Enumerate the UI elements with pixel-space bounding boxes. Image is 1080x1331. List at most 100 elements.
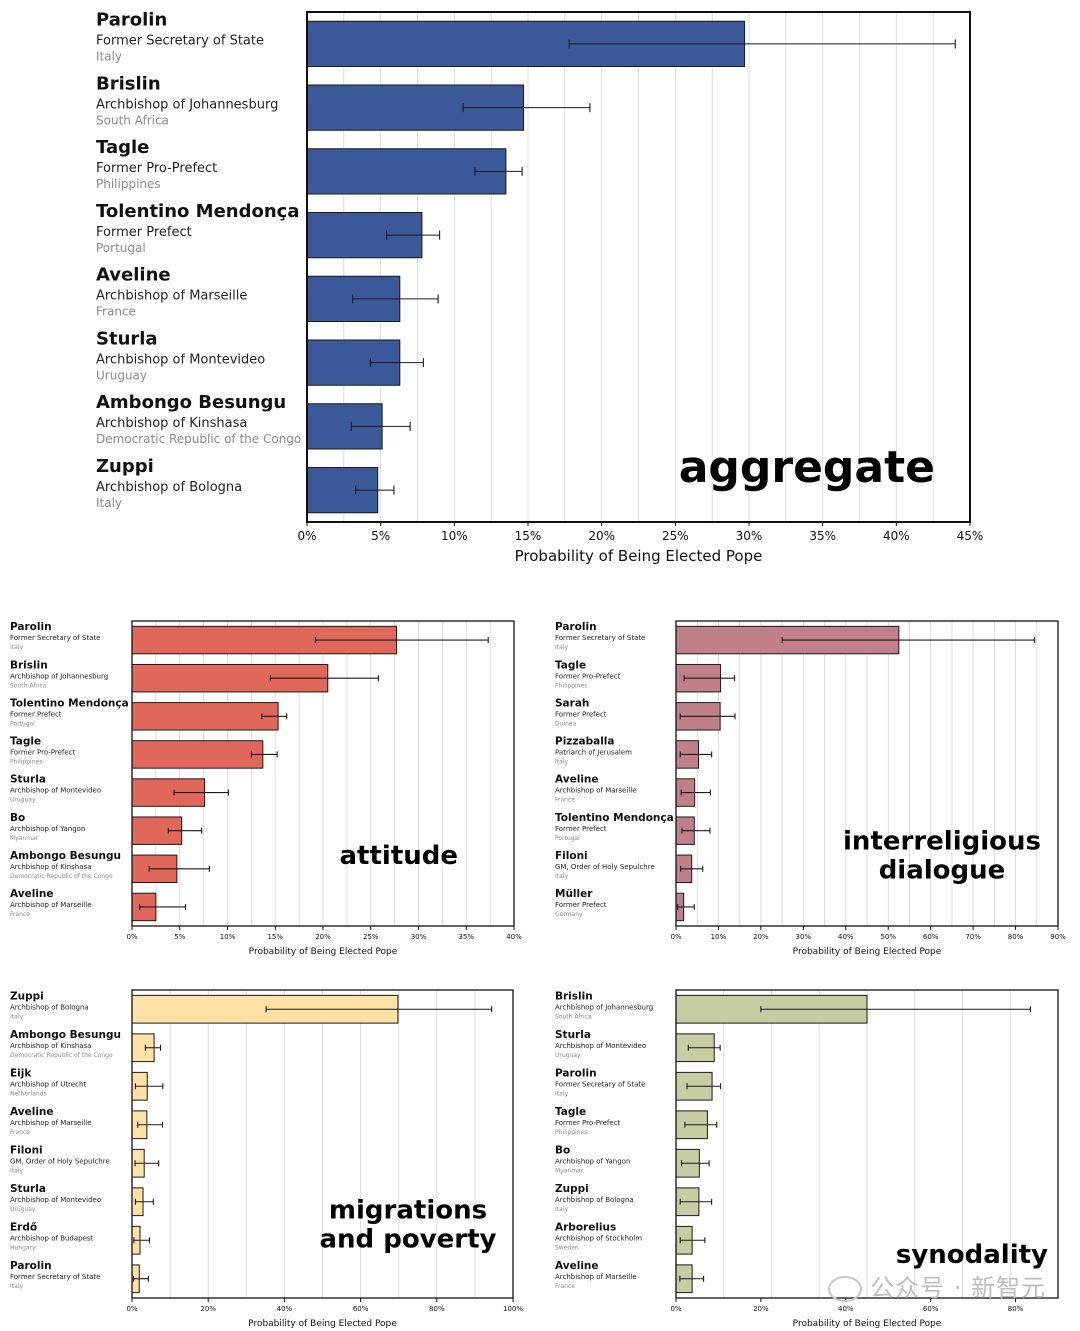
x-axis-label: Probability of Being Elected Pope — [248, 1319, 397, 1329]
candidate-country: Philippines — [555, 1129, 587, 1136]
x-tick-label: 60% — [923, 933, 939, 941]
x-tick-label: 25% — [363, 933, 379, 941]
candidate-name: Ambongo Besungu — [10, 850, 121, 862]
plot-frame — [306, 11, 971, 523]
candidate-name: Zuppi — [96, 456, 154, 477]
candidate-country: Hungary — [10, 1244, 36, 1251]
x-tick-label: 90% — [1050, 933, 1066, 941]
candidate-title: Archbishop of Montevideo — [10, 787, 101, 795]
bar — [306, 148, 507, 195]
plot-frame — [131, 989, 514, 1299]
candidate-title: Former Prefect — [555, 710, 607, 718]
candidate-name: Aveline — [555, 774, 599, 786]
x-tick-label: 40% — [506, 933, 522, 941]
candidate-name: Ambongo Besungu — [10, 1029, 121, 1041]
bar — [131, 740, 264, 769]
candidate-country: Italy — [96, 496, 122, 510]
candidate-title: Archbishop of Johannesburg — [555, 1003, 653, 1011]
candidate-name: Filoni — [555, 850, 588, 862]
candidate-name: Tagle — [555, 659, 586, 671]
candidate-country: Philippines — [555, 682, 587, 689]
candidate-country: Italy — [555, 1090, 568, 1097]
candidate-title: Former Pro-Prefect — [96, 161, 217, 176]
candidate-title: Former Pro-Prefect — [555, 672, 621, 680]
candidate-name: Parolin — [555, 1067, 597, 1079]
candidate-country: Philippines — [10, 759, 42, 766]
x-axis-label: Probability of Being Elected Pope — [515, 547, 763, 565]
bar — [131, 702, 279, 731]
candidate-country: Uruguay — [555, 1052, 581, 1059]
candidate-title: Former Prefect — [10, 710, 62, 718]
candidate-country: Italy — [10, 1013, 23, 1020]
candidate-title: Archbishop of Marseille — [10, 1119, 92, 1127]
candidate-title: GM, Order of Holy Sepulchre — [10, 1157, 110, 1165]
candidate-title: Former Secretary of State — [96, 34, 264, 49]
candidate-name: Tolentino Mendonça — [96, 201, 299, 222]
x-tick-label: 20% — [588, 529, 615, 543]
plot-frame — [675, 620, 1059, 927]
synodality-chart: Brislin Archbishop of Johannesburg South A… — [545, 980, 1080, 1331]
wechat-icon — [828, 1276, 863, 1302]
candidate-title: Archbishop of Montevideo — [96, 352, 265, 367]
candidate-name: Zuppi — [555, 1183, 589, 1195]
candidate-country: Italy — [10, 1167, 23, 1174]
x-tick-label: 10% — [441, 529, 468, 543]
candidate-country: Italy — [555, 1206, 568, 1213]
candidate-title: Archbishop of Marseille — [10, 901, 92, 909]
x-tick-label: 35% — [809, 529, 836, 543]
candidate-country: South Africa — [10, 682, 47, 689]
x-tick-label: 60% — [923, 1305, 939, 1313]
candidate-name: Bo — [555, 1144, 570, 1156]
panel-label: and poverty — [320, 1225, 497, 1255]
candidate-title: Former Pro-Prefect — [10, 749, 76, 757]
candidate-title: Archbishop of Marseille — [96, 289, 247, 304]
candidate-country: Portugal — [96, 241, 146, 255]
candidate-name: Erdő — [10, 1221, 37, 1233]
candidate-name: Sturla — [10, 1183, 46, 1195]
candidate-country: Uruguay — [10, 797, 36, 804]
x-tick-label: 15% — [267, 933, 283, 941]
candidate-name: Brislin — [96, 73, 161, 94]
x-tick-label: 35% — [458, 933, 474, 941]
candidate-name: Tagle — [555, 1106, 586, 1118]
panel-label: migrations — [329, 1196, 487, 1226]
panel-label: attitude — [340, 841, 459, 871]
candidate-country: France — [10, 911, 30, 918]
candidate-title: Archbishop of Kinshasa — [10, 863, 91, 871]
candidate-name: Sturla — [10, 774, 46, 786]
candidate-name: Tagle — [10, 736, 41, 748]
candidate-country: Democratic Republic of the Congo — [96, 432, 301, 446]
candidate-name: Filoni — [10, 1144, 43, 1156]
x-tick-label: 30% — [796, 933, 812, 941]
candidate-name: Parolin — [10, 1260, 52, 1272]
panel-label: dialogue — [879, 856, 1006, 886]
x-tick-label: 30% — [411, 933, 427, 941]
candidate-country: Italy — [10, 1283, 23, 1290]
candidate-country: France — [555, 797, 575, 804]
candidate-name: Parolin — [555, 621, 597, 633]
x-tick-label: 80% — [1008, 933, 1024, 941]
x-tick-label: 70% — [965, 933, 981, 941]
x-tick-label: 40% — [277, 1305, 293, 1313]
candidate-title: Archbishop of Montevideo — [10, 1196, 101, 1204]
candidate-title: Archbishop of Kinshasa — [96, 416, 247, 431]
candidate-name: Bo — [10, 812, 25, 824]
candidate-country: Italy — [555, 759, 568, 766]
x-tick-label: 30% — [736, 529, 763, 543]
x-tick-label: 20% — [200, 1305, 216, 1313]
x-tick-label: 100% — [503, 1305, 523, 1313]
x-tick-label: 80% — [429, 1305, 445, 1313]
candidate-country: France — [96, 305, 136, 319]
candidate-country: Italy — [96, 50, 122, 64]
x-tick-label: 20% — [753, 1305, 769, 1313]
x-axis-label: Probability of Being Elected Pope — [249, 947, 398, 957]
candidate-country: Democratic Republic of the Congo — [10, 873, 113, 880]
candidate-title: Former Pro-Prefect — [555, 1119, 621, 1127]
candidate-name: Aveline — [96, 265, 171, 286]
candidate-title: Former Prefect — [555, 901, 607, 909]
x-tick-label: 45% — [957, 529, 984, 543]
candidate-title: Archbishop of Marseille — [555, 1273, 637, 1281]
candidate-country: Guinea — [555, 720, 577, 727]
candidate-title: Archbishop of Marseille — [555, 787, 637, 795]
